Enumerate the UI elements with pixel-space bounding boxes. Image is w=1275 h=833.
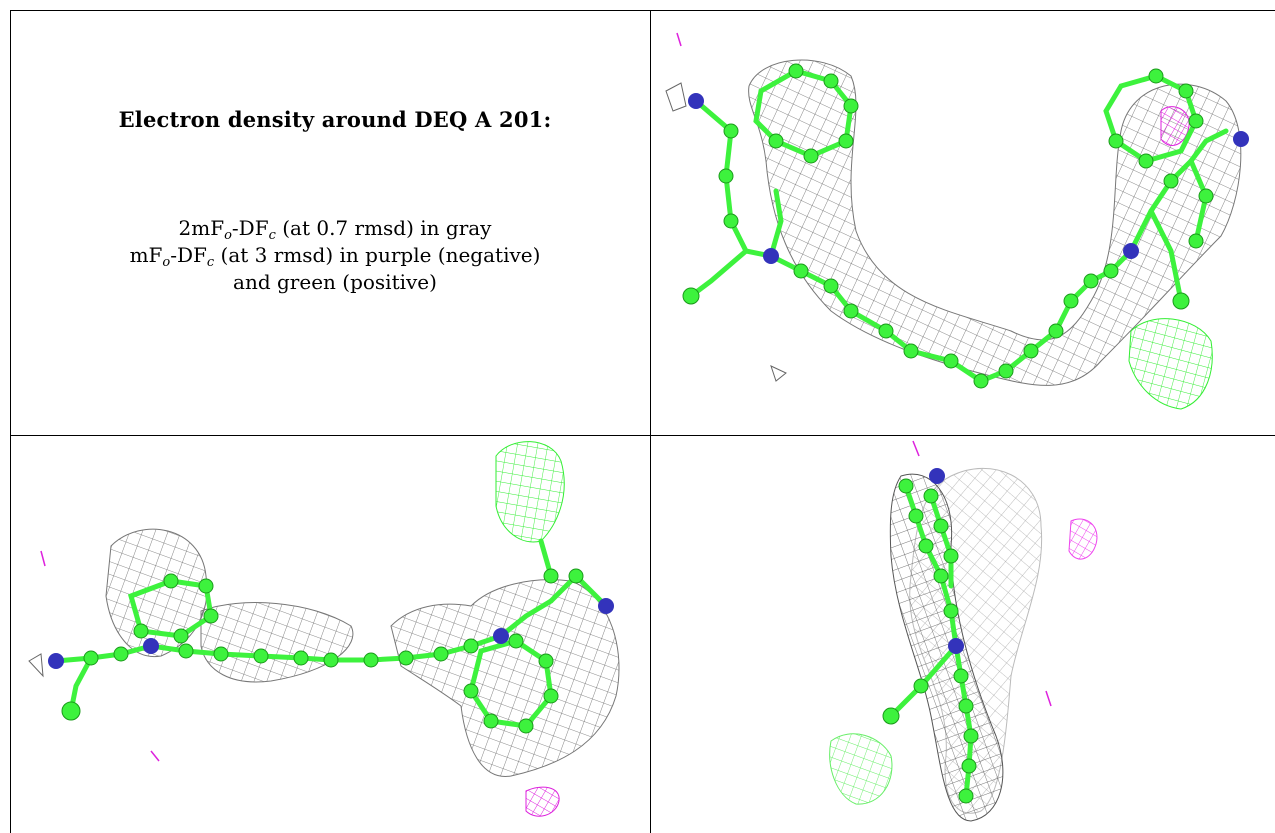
caption-line-2fofc: 2mFo-DFc (at 0.7 rmsd) in gray — [178, 216, 492, 243]
density-panel-top-right — [651, 11, 1275, 435]
caption-line-fofc: mFo-DFc (at 3 rmsd) in purple (negative) — [129, 243, 541, 270]
caption: Electron density around DEQ A 201: 2mFo-… — [11, 11, 650, 435]
caption-title: Electron density around DEQ A 201: — [118, 107, 552, 132]
density-view-2-image — [28, 441, 620, 817]
table-border-left — [10, 10, 11, 833]
caption-cell: Electron density around DEQ A 201: 2mFo-… — [11, 11, 650, 435]
caption-line-legend: and green (positive) — [233, 270, 437, 294]
density-panel-bottom-left — [11, 436, 650, 833]
table-divider-vertical — [650, 10, 651, 833]
density-panel-bottom-right — [651, 436, 1275, 833]
table-border-top — [10, 10, 1275, 11]
table-divider-horizontal — [10, 435, 1275, 436]
caption-body: 2mFo-DFc (at 0.7 rmsd) in gray mFo-DFc (… — [11, 215, 650, 296]
density-view-1-image — [665, 32, 1249, 410]
density-view-3-image — [829, 440, 1098, 822]
